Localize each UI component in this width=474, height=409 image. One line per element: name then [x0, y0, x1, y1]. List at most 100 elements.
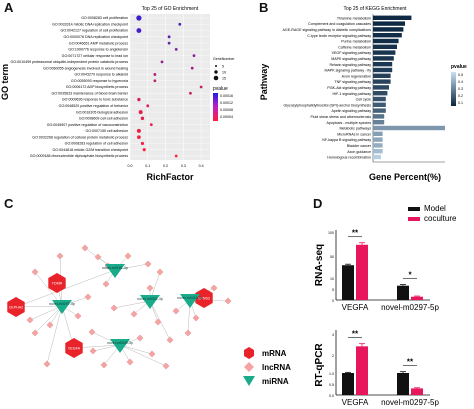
mirna-node: [105, 264, 125, 278]
mrna-node-label: CEPHA2: [9, 306, 23, 310]
panel-label-b: B: [259, 0, 269, 15]
lncrna-node: [102, 280, 110, 288]
go-term-label: GO:0009188 ribonucleotide diphosphate bi…: [30, 154, 128, 158]
go-term-label: GO:0042127 regulation of cell proliferat…: [60, 29, 128, 33]
kegg-pathway-label: VEGF signaling pathway: [332, 51, 372, 55]
rnaseq-bar-coculture: [411, 296, 423, 300]
mrna-node: [48, 273, 66, 293]
lncrna-node: [110, 304, 118, 312]
kegg-legend-label: 0.2: [458, 94, 463, 98]
kegg-bar: [373, 50, 396, 55]
legend-model-label: Model: [424, 204, 446, 213]
kegg-bar: [373, 33, 402, 38]
go-point: [137, 97, 141, 102]
kegg-bar: [373, 125, 445, 131]
rnaseq-y-tick: 10: [330, 277, 334, 281]
go-x-tick-labels: 0.0 0.1 0.2 0.3 0.4: [128, 164, 204, 168]
lncrna-node: [210, 284, 218, 292]
kegg-bar: [373, 114, 385, 119]
go-point: [160, 60, 164, 64]
go-legend-color-label: 0.00016: [220, 94, 233, 98]
kegg-bar: [373, 56, 394, 61]
lncrna-node: [74, 312, 82, 320]
kegg-bar: [373, 85, 389, 90]
go-legend-color-label: 0.00012: [220, 101, 233, 105]
kegg-bar: [373, 21, 405, 26]
qpcr-bar-model: [397, 373, 409, 395]
kegg-bar: [373, 137, 383, 142]
go-point: [149, 123, 153, 127]
kegg-bars: [373, 15, 445, 160]
go-term-label: GO:0044818 mitotic G2/M transition check…: [52, 148, 128, 152]
kegg-pathway-label: Cell cycle: [356, 98, 371, 102]
lncrna-node: [89, 347, 97, 355]
lncrna-node: [100, 361, 108, 369]
lncrna-node: [162, 362, 170, 370]
legend-mrna-hexagon-icon: [244, 347, 254, 359]
go-x-tick-label: 0.0: [128, 164, 133, 168]
kegg-pathway-label: Fluid shear stress and atherosclerosis: [310, 115, 371, 119]
go-legend-size-dot: [215, 65, 217, 67]
kegg-bar: [373, 27, 404, 32]
go-term-label: GO:0098609 cell-cell adhesion: [79, 117, 128, 121]
mrna-node-label: SPNS3: [198, 297, 210, 301]
go-x-tick-label: 0.3: [181, 164, 186, 168]
network-edge: [113, 300, 151, 309]
go-point: [153, 79, 157, 83]
kegg-pathway-label: Thiamine metabolism: [337, 16, 371, 20]
lncrna-node: [156, 268, 164, 276]
network-mrna-nodes: CEPHA2 TDMR VEGFA SPNS3: [7, 273, 213, 358]
kegg-bar: [373, 15, 412, 20]
kegg-pathway-label: Apoptosis - multiple species: [326, 121, 371, 125]
go-point: [167, 41, 171, 45]
lncrna-node: [172, 307, 180, 315]
network-edge: [34, 305, 63, 334]
kegg-pathway-label: MAPK signaling pathway: [331, 57, 371, 61]
kegg-bar: [373, 67, 393, 73]
go-term-label: GO:0043279 response to alkaloid: [74, 73, 128, 77]
go-term-label: GO:0010499 proteasomal ubiquitin-indepen…: [11, 60, 129, 64]
qpcr-x-label: VEGFA: [342, 398, 369, 407]
go-term-label: GO:0046651 AMP metabolic process: [69, 41, 128, 45]
validation-barcharts: Model coculture RNA-seq *** 0 5 10 50 10…: [314, 204, 457, 407]
go-point: [199, 85, 203, 89]
rnaseq-bar-model: [397, 285, 409, 300]
go-point: [174, 154, 178, 158]
lncrna-node: [43, 360, 51, 368]
kegg-bar: [373, 91, 388, 96]
qpcr-bar-coculture: [356, 346, 368, 395]
go-enrichment-dotplot: Top 25 of GO Enrichment GO term GO:00082…: [0, 6, 235, 182]
go-term-label: GO:0055093 response to hyperoxia: [71, 79, 128, 83]
lncrna-node: [31, 329, 39, 337]
go-term-label: GO:0035633 maintenance of blood-brain ba…: [51, 91, 128, 95]
go-term-label: GO:1990776 response to angiotensin: [68, 48, 128, 52]
go-point: [189, 91, 192, 95]
kegg-legend-label: 0.1: [458, 101, 463, 105]
go-term-label: GO:0008283 regulation of cell adhesion: [65, 142, 128, 146]
go-legend-color-label: 0.00004: [220, 115, 233, 119]
kegg-enrichment-barchart: Top 25 of KEGG Enrichment Pathway Thiami…: [259, 6, 467, 182]
go-term-label: GO:0045907 positive regulation of vasoco…: [47, 123, 128, 127]
kegg-pathway-label: Axon guidance: [347, 150, 371, 154]
go-x-tick-label: 0.1: [145, 164, 150, 168]
lncrna-node: [88, 328, 96, 336]
legend-mirna-arrow-icon: [243, 376, 255, 386]
go-term-label: GO:0071727 cellular response to lead ion: [62, 54, 128, 58]
qpcr-sig-label: **: [352, 330, 359, 339]
legend-mrna-label: mRNA: [262, 349, 287, 358]
lncrna-node: [184, 329, 192, 337]
go-legend-size-title: GeneNumber: [213, 57, 235, 61]
kegg-pathway-labels: Thiamine metabolism Complement and coagul…: [283, 16, 372, 159]
go-chart-title: Top 25 of GO Enrichment: [142, 6, 199, 12]
kegg-pathway-label: NF-kappa B signaling pathway: [322, 138, 371, 142]
rnaseq-y-tick: 5: [332, 288, 334, 292]
kegg-bar: [373, 73, 391, 78]
go-term-label: GO:0009636 response to toxic substance: [62, 98, 128, 102]
network-edge: [149, 300, 171, 341]
mirna-node-label: novel-m0297-5p: [49, 302, 75, 306]
kegg-bar: [373, 154, 381, 160]
qpcr-y-tick: 0.5: [329, 383, 334, 387]
kegg-pathway-label: Caffeine metabolism: [338, 45, 371, 49]
go-term-label: GO:0048520 positive regulation of behavi…: [59, 104, 129, 108]
network-edge: [119, 344, 167, 367]
